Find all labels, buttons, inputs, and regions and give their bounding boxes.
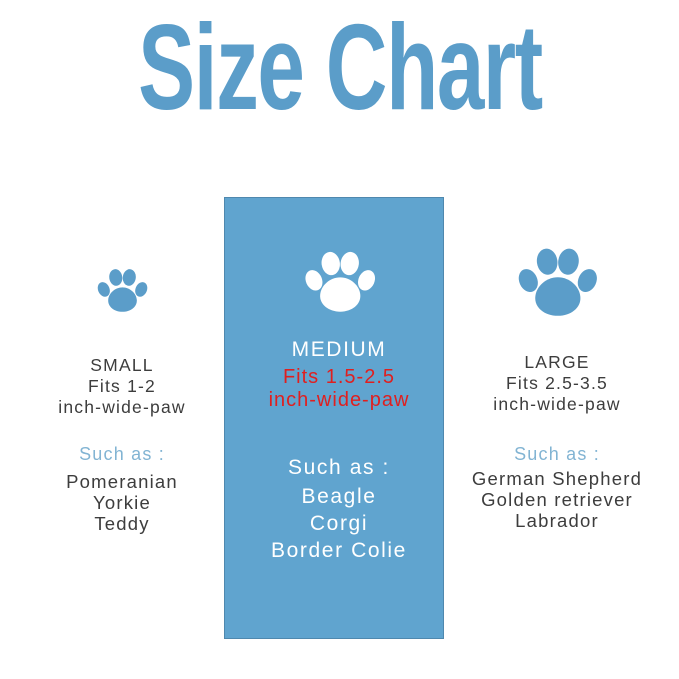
size-info-large: LARGE Fits 2.5-3.5 inch-wide-paw <box>447 352 667 415</box>
breed-list-small: Pomeranian Yorkie Teddy <box>12 471 232 534</box>
breed-item: Border Colie <box>271 539 407 562</box>
breed-list-large: German Shepherd Golden retriever Labrado… <box>447 468 667 531</box>
page-title: Size Chart <box>137 0 543 135</box>
such-as-label: Such as : <box>514 444 600 464</box>
breed-item: Teddy <box>94 513 150 534</box>
size-card-small: SMALL Fits 1-2 inch-wide-paw Such as : P… <box>12 265 232 534</box>
such-as-label: Such as : <box>288 456 390 479</box>
size-fits-unit: inch-wide-paw <box>58 397 186 417</box>
size-fits-range: Fits 1.5-2.5 <box>282 366 396 388</box>
breed-item: Yorkie <box>93 492 151 513</box>
size-fits-range: Fits 2.5-3.5 <box>506 373 608 393</box>
size-name: MEDIUM <box>291 338 387 361</box>
such-as-label: Such as : <box>79 444 165 464</box>
size-card-medium-content: MEDIUM Fits 1.5-2.5 inch-wide-paw Such a… <box>230 246 448 564</box>
paw-icon-medium <box>302 250 376 312</box>
paw-icon-large <box>516 247 598 316</box>
breed-list-medium: Beagle Corgi Border Colie <box>230 483 448 564</box>
size-fits-unit: inch-wide-paw <box>268 389 410 411</box>
size-name: SMALL <box>90 355 154 375</box>
paw-icon-small <box>96 268 148 312</box>
size-fits-range: Fits 1-2 <box>88 376 156 396</box>
breed-item: Pomeranian <box>66 471 178 492</box>
size-card-medium-highlighted: MEDIUM Fits 1.5-2.5 inch-wide-paw Such a… <box>224 197 444 639</box>
breed-item: Corgi <box>309 512 369 535</box>
size-info-small: SMALL Fits 1-2 inch-wide-paw <box>12 355 232 418</box>
breed-item: Golden retriever <box>481 489 633 510</box>
breed-item: Labrador <box>515 510 599 531</box>
breed-item: Beagle <box>301 485 377 508</box>
breed-item: German Shepherd <box>471 468 643 489</box>
size-fits-unit: inch-wide-paw <box>493 394 621 414</box>
size-card-large: LARGE Fits 2.5-3.5 inch-wide-paw Such as… <box>447 242 667 531</box>
size-name: LARGE <box>524 352 590 372</box>
size-fits-medium: Fits 1.5-2.5 inch-wide-paw <box>230 366 448 412</box>
